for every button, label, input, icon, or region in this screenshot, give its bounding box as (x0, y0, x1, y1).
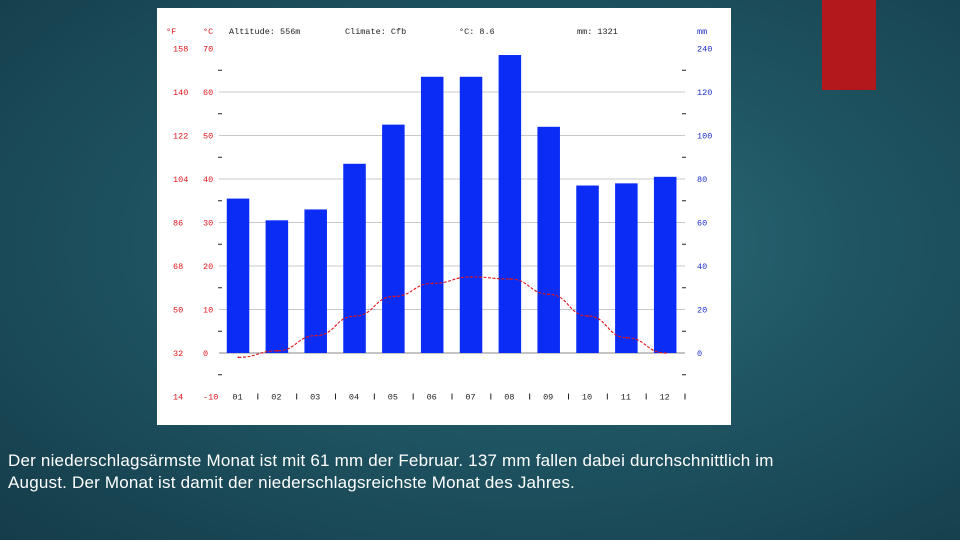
tick-label-f: 122 (173, 132, 188, 142)
precip-bar (459, 76, 483, 354)
temperature-point (237, 356, 240, 359)
temperature-point (392, 295, 395, 298)
month-label: 09 (543, 393, 553, 403)
precip-bar (420, 76, 444, 354)
temperature-line (238, 276, 666, 358)
tick-label-mm: 80 (697, 175, 707, 185)
tick-label-f: 158 (173, 45, 188, 55)
month-label: 03 (310, 393, 320, 403)
tick-label-mm: 240 (697, 45, 712, 55)
temperature-point (587, 315, 589, 317)
precip-bar (615, 183, 638, 353)
tick-label-f: 140 (173, 88, 188, 98)
precip-bar (226, 198, 250, 353)
temperature-point (315, 334, 317, 337)
precip-bar (343, 163, 366, 353)
temperature-point (548, 293, 550, 296)
precip-bar (265, 220, 289, 353)
tick-label-c: 40 (203, 175, 213, 185)
tick-label-c: 70 (203, 45, 213, 55)
month-label: 06 (427, 393, 437, 403)
precip-bar (498, 55, 522, 354)
month-label: 01 (232, 393, 242, 403)
month-label: 08 (504, 393, 514, 403)
climate-label: Climate: Cfb (345, 27, 406, 37)
unit-mm-label: mm (697, 27, 707, 37)
precip-bar (576, 185, 599, 353)
temperature-point (625, 336, 628, 339)
precip-bar (537, 126, 560, 353)
precip-bar (304, 209, 327, 353)
tick-label-f: 50 (173, 306, 183, 316)
temperature-point (509, 278, 512, 280)
tick-label-c: 20 (203, 262, 213, 272)
tick-label-c: 30 (203, 219, 213, 229)
annual-precip-label: mm: 1321 (577, 27, 618, 37)
tick-label-c: -10 (203, 393, 218, 403)
temperature-point (664, 352, 667, 354)
month-label: 05 (388, 393, 398, 403)
month-label: 04 (349, 393, 359, 403)
month-label: 07 (465, 393, 475, 403)
slide-caption: Der niederschlagsärmste Monat ist mit 61… (8, 450, 908, 494)
temperature-point (470, 275, 473, 278)
month-label: 10 (582, 393, 592, 403)
temperature-point (276, 349, 279, 352)
caption-line-2: August. Der Monat ist damit der niedersc… (8, 473, 575, 492)
caption-line-1: Der niederschlagsärmste Monat ist mit 61… (8, 451, 774, 470)
tick-label-c: 10 (203, 306, 213, 316)
unit-c-label: °C (203, 27, 213, 37)
month-label: 02 (271, 393, 281, 403)
tick-label-c: 60 (203, 88, 213, 98)
mean-temp-label: °C: 8.6 (459, 27, 495, 37)
temperature-point (431, 282, 434, 285)
precip-bar (382, 124, 405, 353)
climate-chart-svg: °F °C Altitude: 556m Climate: Cfb °C: 8.… (166, 27, 712, 403)
temperature-point (354, 315, 356, 317)
month-label: 12 (660, 393, 670, 403)
tick-label-f: 86 (173, 219, 183, 229)
altitude-label: Altitude: 556m (229, 27, 300, 37)
month-label: 11 (621, 393, 631, 403)
tick-label-mm: 60 (697, 219, 707, 229)
tick-label-f: 104 (173, 175, 188, 185)
precip-bar (653, 176, 677, 353)
climate-chart: °F °C Altitude: 556m Climate: Cfb °C: 8.… (157, 8, 731, 425)
tick-label-mm: 120 (697, 88, 712, 98)
tick-label-mm: 20 (697, 306, 707, 316)
tick-label-mm: 40 (697, 262, 707, 272)
tick-label-c: 50 (203, 132, 213, 142)
tick-label-mm: 100 (697, 132, 712, 142)
tick-label-c: 0 (203, 349, 208, 359)
accent-bar (822, 0, 876, 90)
tick-label-f: 14 (173, 393, 183, 403)
tick-label-f: 68 (173, 262, 183, 272)
unit-f-label: °F (166, 27, 176, 37)
tick-label-f: 32 (173, 349, 183, 359)
tick-label-mm: 0 (697, 349, 702, 359)
